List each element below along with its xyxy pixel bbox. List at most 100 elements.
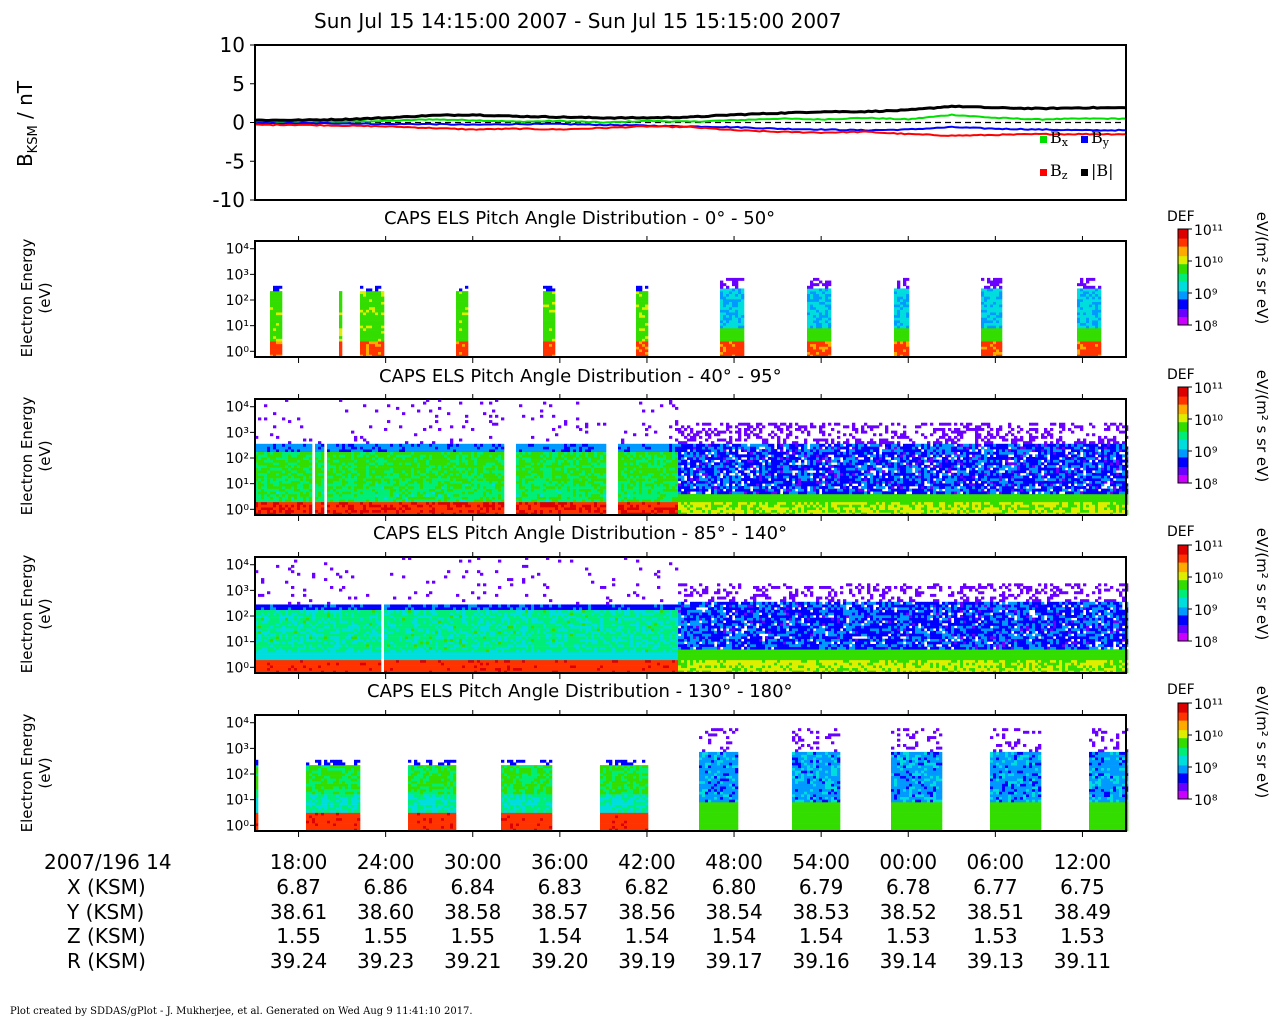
colorbar-title-4: DEF [1167, 682, 1195, 698]
panel-title-3: CAPS ELS Pitch Angle Distribution - 85° … [373, 523, 787, 544]
ephemeris-value: 39.24 [259, 949, 339, 973]
ephemeris-value: 39.16 [781, 949, 861, 973]
ephemeris-value: 39.21 [433, 949, 513, 973]
ephemeris-time-label: 18:00 [259, 850, 339, 874]
colorbar-title-3: DEF [1167, 524, 1195, 540]
ephemeris-value: 1.54 [781, 924, 861, 948]
colorbar-tick-label: 10⁹ [1194, 603, 1218, 619]
ephemeris-value: 38.61 [259, 900, 339, 924]
ephemeris-time-label: 00:00 [868, 850, 948, 874]
energy-ytick-label: 10² [226, 451, 249, 467]
energy-ytick-label: 10² [226, 767, 249, 783]
colorbar-2 [1178, 387, 1188, 484]
ephemeris-time-label: 54:00 [781, 850, 861, 874]
legend-label: Bz [1050, 161, 1068, 182]
energy-ytick-label: 10⁰ [226, 818, 250, 834]
ephemeris-value: 6.79 [781, 875, 861, 899]
legend-swatch [1081, 169, 1088, 176]
spectrogram-3 [255, 557, 1129, 674]
ephemeris-value: 1.55 [346, 924, 426, 948]
ephemeris-value: 6.75 [1042, 875, 1122, 899]
legend-swatch [1081, 136, 1088, 143]
legend-label: Bx [1050, 128, 1069, 149]
energy-ytick-label: 10⁰ [226, 502, 250, 518]
energy-ytick-label: 10⁴ [226, 716, 250, 732]
ephemeris-time-label: 24:00 [346, 850, 426, 874]
ephemeris-value: 6.77 [955, 875, 1035, 899]
ephemeris-value: 6.83 [520, 875, 600, 899]
ephemeris-value: 6.87 [259, 875, 339, 899]
energy-ytick-label: 10⁰ [226, 660, 250, 676]
energy-ytick-label: 10¹ [226, 319, 249, 335]
ephemeris-row-label-x: X (KSM) [67, 875, 146, 899]
ephemeris-value: 1.55 [259, 924, 339, 948]
colorbar-4 [1178, 703, 1188, 800]
ephemeris-value: 6.84 [433, 875, 513, 899]
panel-title-4: CAPS ELS Pitch Angle Distribution - 130°… [367, 681, 793, 702]
energy-ytick-label: 10³ [226, 267, 249, 283]
spectrogram-4 [255, 728, 1129, 832]
energy-ytick-label: 10² [226, 609, 249, 625]
mag-ytick-label: -5 [225, 149, 245, 173]
ephemeris-value: 38.57 [520, 900, 600, 924]
ephemeris-row-label-z: Z (KSM) [67, 924, 146, 948]
ephemeris-value: 38.60 [346, 900, 426, 924]
colorbar-tick-label: 10¹¹ [1194, 381, 1223, 397]
colorbar-tick-label: 10⁸ [1194, 319, 1218, 335]
spectrogram-frame-2 [254, 398, 1127, 516]
spectrogram-frame-4 [254, 714, 1127, 832]
panel-title-2: CAPS ELS Pitch Angle Distribution - 40° … [379, 366, 782, 387]
mag-ytick-label: 0 [232, 111, 245, 135]
series-line-bx [254, 113, 1127, 124]
energy-ytick-label: 10¹ [226, 635, 249, 651]
ephemeris-value: 38.56 [607, 900, 687, 924]
footer-credit: Plot created by SDDAS/gPlot - J. Mukherj… [10, 1006, 473, 1017]
colorbar-tick-label: 10⁹ [1194, 761, 1218, 777]
ephemeris-value: 1.54 [607, 924, 687, 948]
colorbar-frame-4 [1177, 702, 1189, 800]
spectrogram-2 [255, 399, 1129, 516]
mag-ytick-label: -10 [212, 188, 245, 212]
ephemeris-value: 1.55 [433, 924, 513, 948]
colorbar-tick-label: 10¹¹ [1194, 223, 1223, 239]
ephemeris-time-label: 42:00 [607, 850, 687, 874]
colorbar-tick-label: 10⁸ [1194, 477, 1218, 493]
ephemeris-time-label: 30:00 [433, 850, 513, 874]
ephemeris-value: 6.80 [694, 875, 774, 899]
ephemeris-value: 38.51 [955, 900, 1035, 924]
ephemeris-value: 38.58 [433, 900, 513, 924]
ephemeris-row-label-r: R (KSM) [67, 949, 146, 973]
legend-label: |B| [1091, 161, 1114, 180]
ephemeris-value: 1.53 [1042, 924, 1122, 948]
colorbar-tick-label: 10¹¹ [1194, 697, 1223, 713]
ephemeris-value: 1.53 [868, 924, 948, 948]
colorbar-title-1: DEF [1167, 209, 1195, 225]
ephemeris-value: 39.23 [346, 949, 426, 973]
colorbar-tick-label: 10⁹ [1194, 287, 1218, 303]
spectrogram-1 [270, 277, 1102, 358]
colorbar-tick-label: 10⁹ [1194, 445, 1218, 461]
colorbar-1 [1178, 229, 1188, 326]
energy-ytick-label: 10⁰ [226, 344, 250, 360]
energy-ytick-label: 10³ [226, 425, 249, 441]
colorbar-tick-label: 10¹⁰ [1194, 571, 1223, 587]
ephemeris-value: 38.53 [781, 900, 861, 924]
spectrogram-frame-1 [254, 240, 1127, 358]
ephemeris-value: 39.13 [955, 949, 1035, 973]
ephemeris-time-label: 36:00 [520, 850, 600, 874]
ephemeris-value: 1.53 [955, 924, 1035, 948]
colorbar-tick-label: 10¹⁰ [1194, 413, 1223, 429]
ephemeris-time-label: 12:00 [1042, 850, 1122, 874]
colorbar-tick-label: 10¹¹ [1194, 539, 1223, 555]
colorbar-frame-2 [1177, 386, 1189, 484]
ephemeris-time-label: 48:00 [694, 850, 774, 874]
ephemeris-value: 38.52 [868, 900, 948, 924]
ephemeris-value: 6.82 [607, 875, 687, 899]
energy-ytick-label: 10⁴ [226, 400, 250, 416]
ephemeris-row-label-y: Y (KSM) [67, 900, 144, 924]
panel-title-1: CAPS ELS Pitch Angle Distribution - 0° -… [384, 208, 775, 229]
ephemeris-value: 38.54 [694, 900, 774, 924]
spectrogram-frame-3 [254, 556, 1127, 674]
colorbar-tick-label: 10⁸ [1194, 793, 1218, 809]
